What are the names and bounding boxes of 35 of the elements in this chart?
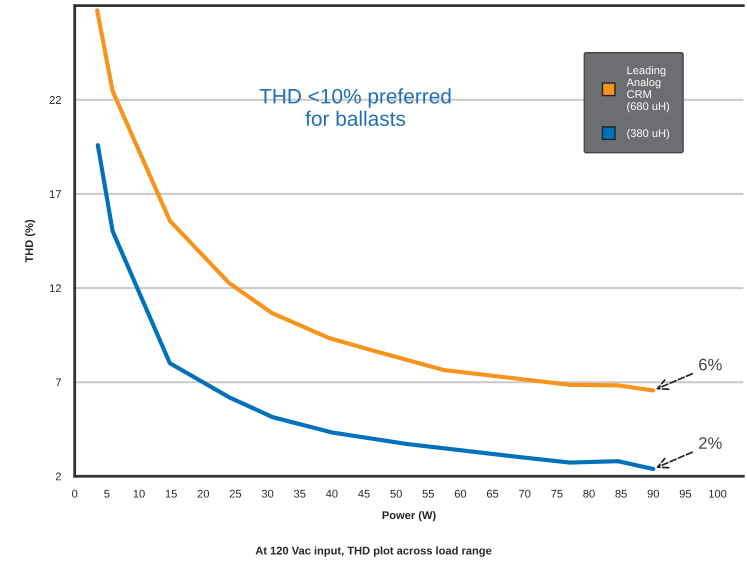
x-tick-label: 50 [390,490,402,498]
x-tick-label: 20 [198,490,210,498]
x-tick-label: 55 [422,490,434,498]
x-tick-label: 25 [230,490,242,498]
x-tick-label: 85 [615,490,627,498]
y-tick-label: 17 [50,190,61,198]
x-tick-label: 80 [583,490,595,498]
legend-label: (380 uH) [627,128,670,140]
x-tick-label: 65 [486,490,498,498]
text: At 120 Vac input, THD plot across load range [256,546,492,557]
x-tick-label: 35 [294,490,306,498]
x-tick-label: 40 [326,490,338,498]
y-tick-label: 12 [50,284,61,292]
x-tick-label: 70 [519,490,530,498]
x-tick-label: 45 [358,490,370,498]
annotation: 2% [699,437,722,449]
legend-label: Leading Analog CRM (680 uH) [626,66,670,112]
annotation: 6% [699,358,722,370]
x-tick-label: 90 [648,490,660,498]
x-tick-label: 75 [551,490,563,498]
y-tick-label: 7 [56,378,61,386]
x-tick-label: 100 [709,490,726,498]
y-tick-label: 22 [50,96,61,104]
x-tick-label: 95 [680,490,692,498]
x-tick-label: 0 [72,490,78,498]
x-tick-label: 60 [454,490,466,498]
x-tick-label: 10 [134,490,145,498]
y-axis-title: THD (%) [24,220,36,262]
x-axis-title: Power (W) [382,510,436,522]
x-tick-label: 30 [262,490,274,498]
x-tick-label: 15 [166,490,177,498]
line-series [96,143,656,472]
annotation: THD <10% preferred for ballasts [260,88,451,126]
y-tick-label: 2 [56,472,61,480]
x-tick-label: 5 [104,490,110,498]
